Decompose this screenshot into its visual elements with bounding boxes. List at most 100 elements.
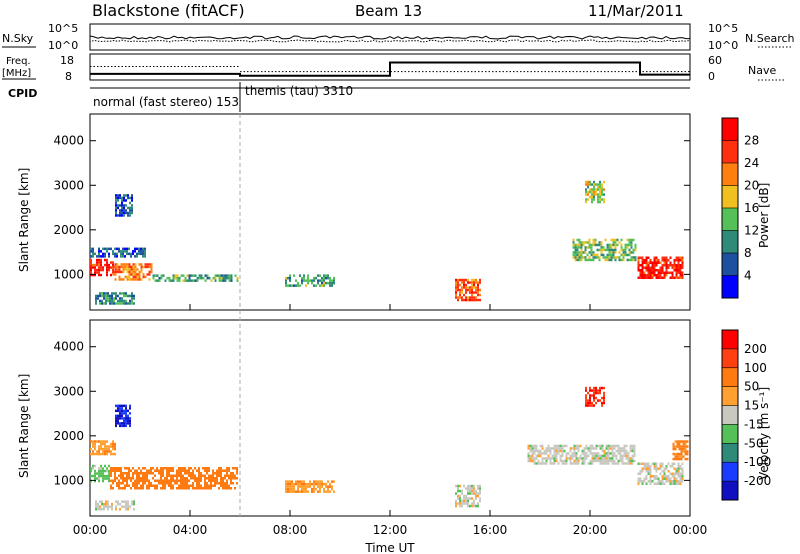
heatmap-cell — [226, 482, 228, 485]
heatmap-cell — [639, 480, 642, 483]
heatmap-cell — [595, 391, 597, 395]
heatmap-cell — [118, 275, 121, 279]
heatmap-cell — [129, 201, 131, 205]
heatmap-cell — [194, 279, 197, 282]
heatmap-cell — [632, 258, 635, 262]
heatmap-cell — [100, 447, 102, 451]
heatmap-cell — [655, 475, 658, 478]
heatmap-cell — [653, 477, 656, 480]
heatmap-cell — [553, 457, 556, 460]
heatmap-cell — [178, 474, 180, 477]
heatmap-cell — [581, 459, 584, 463]
heatmap-cell — [116, 255, 118, 258]
heatmap-cell — [634, 246, 637, 249]
heatmap-cell — [323, 276, 325, 280]
heatmap-cell — [669, 264, 672, 267]
heatmap-cell — [94, 452, 96, 456]
heatmap-cell — [572, 253, 575, 257]
heatmap-cell — [166, 469, 168, 472]
heatmap-cell — [194, 487, 196, 490]
heatmap-cell — [634, 256, 637, 259]
heatmap-cell — [102, 252, 104, 256]
heatmap-cell — [593, 394, 595, 397]
heatmap-cell — [136, 482, 138, 485]
heatmap-cell — [121, 201, 123, 205]
heatmap-cell — [152, 477, 154, 480]
heatmap-cell — [612, 248, 615, 252]
heatmap-cell — [545, 449, 548, 453]
heatmap-cell — [598, 241, 601, 244]
heatmap-cell — [285, 279, 287, 282]
heatmap-cell — [106, 263, 108, 267]
date-label: 11/Mar/2011 — [588, 2, 684, 20]
heatmap-cell — [176, 474, 178, 477]
heatmap-cell — [236, 477, 238, 480]
heatmap-cell — [599, 198, 601, 201]
heatmap-cell — [598, 243, 601, 247]
heatmap-cell — [166, 276, 169, 280]
heatmap-cell — [467, 492, 469, 495]
heatmap-cell — [110, 266, 112, 269]
heatmap-cell — [665, 467, 668, 470]
heatmap-cell — [681, 256, 684, 259]
heatmap-cell — [537, 452, 540, 455]
heatmap-cell — [580, 256, 583, 259]
heatmap-cell — [188, 472, 190, 475]
heatmap-cell — [591, 200, 593, 204]
heatmap-cell — [572, 256, 575, 259]
heatmap-cell — [224, 279, 227, 282]
heatmap-cell — [168, 469, 170, 472]
heatmap-cell — [595, 457, 598, 460]
heatmap-cell — [146, 474, 148, 477]
heatmap-cell — [592, 256, 595, 259]
heatmap-cell — [168, 474, 170, 477]
heatmap-cell — [107, 297, 109, 300]
heatmap-cell — [601, 188, 603, 191]
heatmap-cell — [669, 261, 672, 264]
heatmap-cell — [307, 279, 309, 282]
heatmap-cell — [553, 452, 556, 455]
heatmap-cell — [120, 250, 122, 253]
heatmap-cell — [619, 452, 622, 455]
heatmap-cell — [601, 190, 603, 194]
heatmap-cell — [317, 490, 319, 493]
heatmap-cell — [104, 450, 106, 453]
velocity-colorbar-label: -100 — [744, 455, 771, 469]
heatmap-cell — [94, 479, 96, 483]
heatmap-cell — [200, 474, 202, 477]
heatmap-cell — [220, 479, 222, 482]
heatmap-cell — [115, 199, 117, 202]
heatmap-cell — [124, 263, 127, 266]
heatmap-cell — [613, 454, 616, 458]
heatmap-cell — [113, 299, 115, 303]
heatmap-cell — [588, 246, 591, 249]
heatmap-cell — [301, 482, 303, 486]
heatmap-cell — [131, 194, 133, 197]
heatmap-cell — [293, 485, 295, 488]
heatmap-cell — [649, 482, 652, 485]
heatmap-cell — [663, 259, 666, 262]
heatmap-cell — [125, 194, 127, 197]
heatmap-cell — [121, 292, 123, 295]
heatmap-cell — [125, 407, 127, 410]
heatmap-cell — [581, 449, 584, 453]
heatmap-cell — [136, 474, 138, 477]
heatmap-cell — [124, 484, 126, 487]
heatmap-cell — [317, 482, 319, 486]
heatmap-cell — [575, 457, 578, 460]
heatmap-cell — [186, 279, 189, 282]
heatmap-cell — [541, 444, 544, 448]
heatmap-cell — [684, 450, 687, 453]
heatmap-cell — [319, 485, 321, 488]
heatmap-cell — [112, 440, 114, 443]
heatmap-cell — [99, 507, 101, 511]
heatmap-cell — [653, 259, 656, 262]
heatmap-cell — [216, 474, 218, 477]
heatmap-cell — [594, 238, 597, 242]
heatmap-cell — [184, 276, 187, 280]
heatmap-cell — [192, 274, 195, 277]
power-colorbar-label: 28 — [744, 134, 759, 148]
heatmap-cell — [669, 477, 672, 480]
heatmap-cell — [122, 252, 124, 256]
heatmap-cell — [611, 452, 614, 455]
